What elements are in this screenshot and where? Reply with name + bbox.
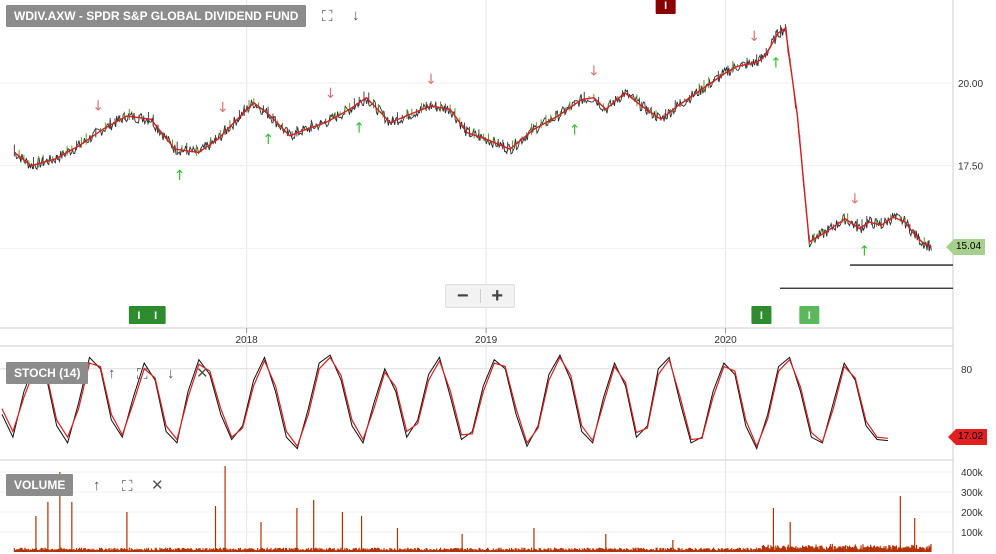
buy-signal-up-arrow: ↑ (174, 168, 186, 184)
zoom-controls: − + (445, 284, 515, 308)
volume-tick-label: 100k (961, 528, 984, 539)
event-marker-label: I (664, 0, 667, 12)
buy-signal-up-arrow: ↑ (262, 132, 274, 148)
close-icon[interactable]: ✕ (151, 477, 164, 494)
buy-signal-up-arrow: ↑ (859, 243, 871, 259)
sell-signal-down-arrow: ↓ (588, 64, 600, 80)
arrow-up-icon[interactable]: ↑ (93, 477, 101, 494)
expand-icon[interactable]: ⛶ (322, 8, 333, 25)
event-marker (145, 306, 166, 324)
price-tick-label: 17.50 (958, 162, 983, 173)
x-tick-label: 2018 (236, 335, 259, 346)
price-series-line (14, 26, 932, 252)
price-panel-title: WDIV.AXW - SPDR S&P GLOBAL DIVIDEND FUND (6, 5, 307, 27)
x-tick-label: 2020 (714, 335, 737, 346)
arrow-up-icon[interactable]: ↑ (108, 365, 116, 382)
volume-tick-label: 300k (961, 488, 984, 499)
event-marker-label: I (154, 310, 157, 322)
expand-icon[interactable]: ⛶ (122, 478, 133, 495)
arrow-down-icon[interactable]: ↓ (352, 7, 360, 24)
volume-tick-label: 400k (961, 468, 984, 479)
sell-signal-down-arrow: ↓ (849, 191, 861, 207)
zoom-in-button[interactable]: + (491, 285, 504, 307)
price-tick-label: 20.00 (958, 79, 983, 90)
expand-icon[interactable]: ⛶ (137, 366, 148, 383)
volume-tick-label: 200k (961, 508, 984, 519)
arrow-down-icon[interactable]: ↓ (167, 365, 175, 382)
event-marker-label: I (137, 310, 140, 322)
sell-signal-down-arrow: ↓ (748, 29, 760, 45)
last-stoch-tag: 17.02 (948, 429, 988, 445)
sell-signal-down-arrow: ↓ (325, 86, 337, 102)
zoom-out-button[interactable]: − (456, 285, 469, 307)
sell-signal-down-arrow: ↓ (425, 72, 437, 88)
stoch-d-line (1, 356, 889, 448)
moving-average-line (13, 26, 932, 248)
sell-signal-down-arrow: ↓ (217, 100, 229, 116)
zoom-separator (479, 289, 481, 303)
x-tick-label: 2019 (475, 335, 498, 346)
buy-signal-up-arrow: ↑ (353, 121, 365, 137)
close-icon[interactable]: ✕ (196, 365, 209, 382)
volume-panel-title: VOLUME (6, 474, 74, 496)
event-marker (128, 306, 149, 324)
event-marker (799, 306, 820, 324)
buy-signal-up-arrow: ↑ (569, 122, 581, 138)
last-price-tag: 15.04 (946, 239, 986, 255)
stoch-tick-label: 80 (961, 365, 973, 376)
sell-signal-down-arrow: ↓ (92, 99, 104, 115)
event-marker (751, 306, 772, 324)
event-marker-label: I (760, 310, 763, 322)
event-marker (655, 0, 676, 14)
event-marker-label: I (808, 310, 811, 322)
stoch-panel-title: STOCH (14) (6, 362, 89, 384)
buy-signal-up-arrow: ↑ (770, 55, 782, 71)
